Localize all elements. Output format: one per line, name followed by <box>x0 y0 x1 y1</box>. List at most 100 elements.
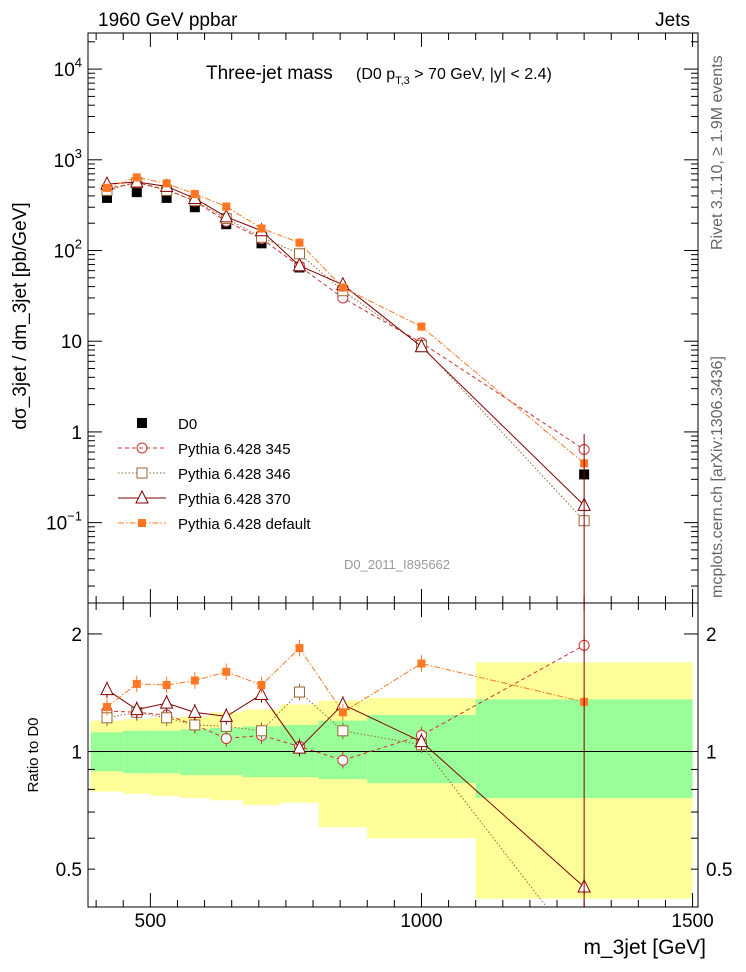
ratio-data-point <box>257 681 266 690</box>
legend-marker-default <box>138 519 146 527</box>
ratio-data-point <box>338 708 347 717</box>
x-tick-label: 500 <box>135 911 167 932</box>
ratio-data-point <box>161 712 173 724</box>
main-data-point <box>102 183 111 192</box>
ratio-series-line <box>106 689 585 888</box>
ratio-data-point <box>417 659 426 668</box>
legend-label-346: Pythia 6.428 346 <box>178 466 291 483</box>
main-data-point <box>161 192 172 203</box>
main-data-point <box>292 257 307 272</box>
ratio-data-point <box>189 719 201 731</box>
ratio-data-point <box>132 679 141 688</box>
main-data-point <box>338 283 347 292</box>
ratio-plot-area <box>100 603 591 907</box>
ratio-frame <box>87 602 699 908</box>
ratio-inner-band <box>180 729 210 776</box>
header-right: Jets <box>655 10 690 31</box>
ratio-y-tick-label-left: 2 <box>71 625 82 646</box>
ratio-data-point <box>337 754 349 766</box>
ratio-panel: 2 2 1 1 0.5 0.5 500 1000 1500 Ratio to D0 m_3jet… <box>25 602 733 959</box>
legend-label-345: Pythia 6.428 345 <box>178 441 291 458</box>
x-tick-label: 1500 <box>671 911 713 932</box>
ratio-data-point <box>219 708 234 722</box>
ratio-data-point <box>220 732 232 744</box>
main-data-point <box>132 173 141 182</box>
analysis-watermark: D0_2011_I895662 <box>344 557 450 572</box>
ratio-data-point <box>414 733 429 748</box>
main-data-point <box>417 322 426 331</box>
main-series-line <box>106 176 585 464</box>
legend-entry-default: Pythia 6.428 default <box>118 516 311 533</box>
ratio-y-tick-label-left: 1 <box>71 743 82 764</box>
main-data-point <box>189 202 200 213</box>
legend-label-370: Pythia 6.428 370 <box>178 491 291 508</box>
main-data-point <box>293 248 305 260</box>
legend-entry-346: Pythia 6.428 346 <box>118 466 291 483</box>
main-y-tick-label: 104 <box>54 55 82 81</box>
main-data-point <box>162 179 171 188</box>
ratio-data-point <box>129 701 144 716</box>
ratio-data-point <box>337 725 349 737</box>
ratio-tick-labels: 2 2 1 1 0.5 0.5 500 1000 1500 <box>56 625 733 932</box>
ratio-series-line <box>106 691 548 907</box>
legend-marker-346 <box>136 467 148 479</box>
main-series-line <box>106 182 585 450</box>
main-y-axis-label: dσ_3jet / dm_3jet [pb/GeV] <box>10 202 31 429</box>
ratio-data-point <box>190 676 199 685</box>
legend-entry-d0: D0 <box>137 416 197 433</box>
ratio-data-point <box>100 681 114 696</box>
ratio-data-point <box>292 740 307 754</box>
main-y-tick-label: 10−1 <box>46 509 82 535</box>
header-left: 1960 GeV ppbar <box>98 10 238 31</box>
legend-marker-370 <box>135 489 149 504</box>
ratio-y-tick-label-right: 1 <box>706 743 717 764</box>
legend-label-d0: D0 <box>178 416 197 433</box>
main-y-tick-label: 102 <box>54 237 82 263</box>
main-y-tick-label: 103 <box>54 146 82 172</box>
ratio-uncertainty-bands <box>90 662 693 899</box>
mcplots-label: mcplots.cern.ch [arXiv:1306.3436] <box>709 356 726 598</box>
ratio-y-tick-label-right: 0.5 <box>706 860 732 881</box>
main-series-line <box>106 182 585 522</box>
main-y-tick-label: 10 <box>61 332 82 353</box>
main-panel: Three-jet mass (D0 pT,3 > 70 GeV, |y| < … <box>10 32 699 604</box>
ratio-y-tick-label-right: 2 <box>706 625 717 646</box>
ratio-y-axis-label: Ratio to D0 <box>25 717 42 792</box>
legend-marker-345 <box>136 442 148 454</box>
main-title-cut: (D0 pT,3 > 70 GeV, |y| < 2.4) <box>356 66 552 87</box>
ratio-data-point <box>162 681 171 690</box>
ratio-series-line <box>106 644 585 761</box>
legend: D0 Pythia 6.428 345 Pythia 6.428 346 Pyt… <box>118 416 311 533</box>
ratio-data-point <box>222 667 231 676</box>
main-data-point <box>101 192 112 203</box>
ratio-y-tick-label-left: 0.5 <box>56 860 82 881</box>
legend-label-default: Pythia 6.428 default <box>178 516 311 533</box>
main-series-line <box>106 181 585 506</box>
main-data-point <box>414 338 429 353</box>
main-data-point <box>257 224 266 233</box>
main-title: Three-jet mass <box>206 63 333 84</box>
rivet-label: Rivet 3.1.10, ≥ 1.9M events <box>709 55 726 250</box>
ratio-data-point <box>159 695 174 709</box>
main-y-tick-label: 1 <box>71 423 82 444</box>
main-data-point <box>222 202 231 211</box>
ratio-data-point <box>254 686 269 700</box>
ratio-data-point <box>102 703 111 712</box>
x-axis-label: m_3jet [GeV] <box>583 936 706 959</box>
legend-entry-345: Pythia 6.428 345 <box>118 441 291 458</box>
ratio-data-point <box>293 686 305 698</box>
main-data-point <box>190 189 199 198</box>
ratio-data-point <box>188 704 202 718</box>
legend-entry-370: Pythia 6.428 370 <box>118 489 291 508</box>
ratio-data-point <box>295 644 304 653</box>
x-tick-label: 1000 <box>400 911 442 932</box>
ratio-data-point <box>256 725 268 737</box>
main-axes <box>88 33 698 603</box>
main-data-point <box>131 187 142 198</box>
main-data-point <box>295 238 304 247</box>
main-plot-area <box>100 172 591 603</box>
main-data-point <box>219 208 234 223</box>
legend-marker-d0 <box>137 418 147 428</box>
